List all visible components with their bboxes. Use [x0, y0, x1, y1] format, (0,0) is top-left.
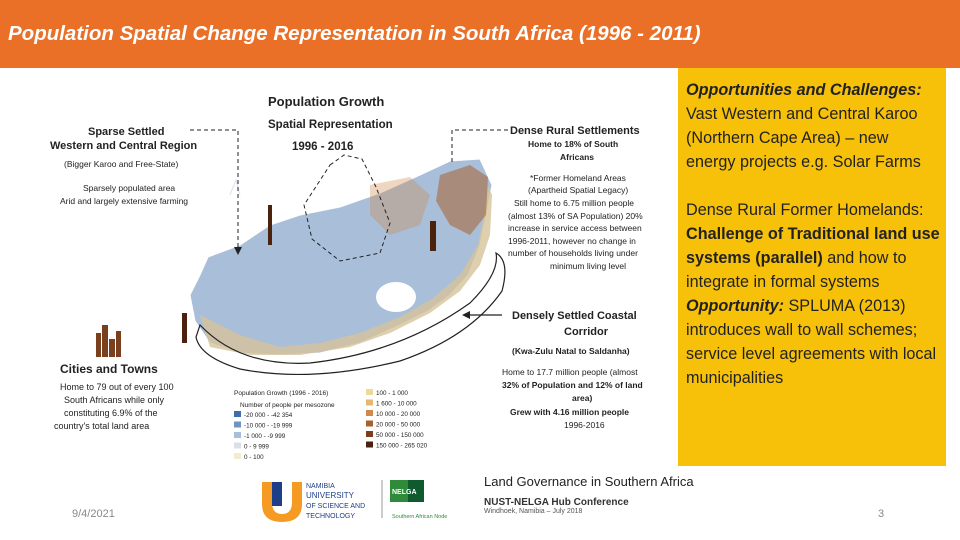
legend-title: Population Growth (1996 - 2016): [234, 390, 328, 397]
legend-label: 100 - 1 000: [376, 390, 408, 397]
nust-logo-icon: [262, 482, 302, 522]
coastal-body-3: Grew with 4.16 million people: [510, 407, 629, 417]
map-heading-1: Population Growth: [268, 94, 384, 109]
slide-title: Population Spatial Change Representation…: [8, 22, 701, 45]
coastal-body-1: 32% of Population and 12% of land: [502, 380, 643, 390]
conference-info: Land Governance in Southern Africa NUST-…: [484, 474, 694, 515]
legend-swatch: [366, 441, 373, 448]
conference-name: NUST-NELGA Hub Conference: [484, 497, 629, 508]
university-logos: NAMIBIA UNIVERSITY OF SCIENCE AND TECHNO…: [262, 480, 447, 522]
map-heading-3: 1996 - 2016: [292, 141, 353, 153]
title-bar: [0, 0, 960, 68]
dense-rural-body-6: number of households living under: [508, 248, 638, 258]
legend-swatch: [234, 453, 241, 459]
legend-subtitle: Number of people per mesozone: [240, 402, 335, 409]
cities-body-2: constituting 6.9% of the: [64, 408, 158, 418]
dense-rural-body-2: Still home to 6.75 million people: [514, 198, 634, 208]
callout-p2-d: Opportunity:: [686, 297, 785, 315]
nelga-logo-icon: [390, 480, 424, 502]
map-heading-2: Spatial Representation: [268, 119, 393, 131]
legend-label: 50 000 - 150 000: [376, 432, 424, 439]
dense-rural-body-5: 1996-2011, however no change in: [508, 236, 636, 246]
dense-rural-body-7: minimum living level: [550, 261, 626, 271]
nust-text-1: NAMIBIA: [306, 483, 335, 490]
conference-title: Land Governance in Southern Africa: [484, 474, 694, 489]
callout-p2-b: Challenge of Traditional land use system…: [686, 225, 940, 267]
legend-swatch: [366, 431, 373, 437]
dense-rural-sub-2: Africans: [560, 152, 594, 162]
dense-rural-body-1: (Apartheid Spatial Legacy): [528, 185, 628, 195]
nust-text-3: OF SCIENCE AND: [306, 503, 365, 510]
callout-paragraph-1: Opportunities and Challenges: Vast Weste…: [686, 78, 940, 174]
dense-rural-body-3: (almost 13% of SA Population) 20%: [508, 211, 643, 221]
legend-label: 1 600 - 10 000: [376, 401, 417, 408]
cities-body-0: Home to 79 out of every 100: [60, 382, 174, 392]
legend-label: -20 000 - -42 354: [244, 412, 293, 419]
sparse-body-1: Sparsely populated area: [83, 183, 175, 193]
legend-label: 20 000 - 50 000: [376, 422, 421, 429]
opportunities-callout: Opportunities and Challenges: Vast Weste…: [678, 68, 946, 466]
coastal-title-1: Densely Settled Coastal: [512, 310, 637, 322]
legend-swatch: [234, 411, 241, 417]
dense-rural-title: Dense Rural Settlements: [510, 125, 640, 137]
legend-swatch: [234, 442, 241, 449]
coastal-title-2: Corridor: [564, 326, 609, 338]
conference-location: Windhoek, Namibia – July 2018: [484, 508, 583, 515]
sparse-subtitle: (Bigger Karoo and Free-State): [64, 159, 179, 169]
cities-title: Cities and Towns: [60, 362, 158, 376]
legend-label: -10 000 - -19 999: [244, 423, 293, 430]
slide-number: 3: [878, 508, 885, 520]
callout-p1-text: Vast Western and Central Karoo (Northern…: [686, 105, 921, 171]
dense-rural-sub-1: Home to 18% of South: [528, 139, 618, 149]
nelga-sub: Southern African Node: [392, 514, 447, 520]
coastal-body-4: 1996-2016: [564, 420, 605, 430]
dense-rural-connector: [451, 129, 508, 165]
dense-rural-body-0: *Former Homeland Areas: [530, 173, 626, 183]
legend-label: 150 000 - 265 020: [376, 443, 428, 450]
legend-swatch: [234, 432, 241, 438]
nelga-text: NELGA: [392, 489, 417, 496]
dense-rural-body-4: increase in service access between: [508, 223, 642, 233]
cities-body-3: country's total land area: [54, 421, 149, 431]
cities-body-1: South Africans while only: [64, 395, 165, 405]
city-icon: [96, 325, 121, 357]
legend-swatch: [366, 420, 373, 427]
legend-swatch: [234, 421, 241, 428]
coastal-subtitle: (Kwa-Zulu Natal to Saldanha): [512, 346, 630, 356]
callout-paragraph-2: Dense Rural Former Homelands: Challenge …: [686, 198, 940, 390]
footer-date: 9/4/2021: [72, 508, 115, 520]
sparse-body-2: Arid and largely extensive farming: [60, 196, 188, 206]
legend-label: -1 000 - -9 999: [244, 433, 286, 440]
sparse-connector: [190, 129, 239, 253]
callout-p2-a: Dense Rural Former Homelands:: [686, 201, 924, 219]
legend-swatch: [366, 389, 373, 395]
legend-label: 10 000 - 20 000: [376, 411, 421, 418]
south-africa-map: [182, 154, 506, 376]
nust-text-4: TECHNOLOGY: [306, 513, 355, 520]
nust-text-2: UNIVERSITY: [306, 491, 355, 500]
sparse-title-1: Sparse Settled: [88, 126, 164, 138]
sparse-title-2: Western and Central Region: [50, 140, 197, 152]
coastal-body-0: Home to 17.7 million people (almost: [502, 367, 638, 377]
legend-label: 0 - 9 999: [244, 444, 269, 451]
map-legend: Population Growth (1996 - 2016) Number o…: [234, 389, 428, 461]
callout-p2-e: SPLUMA (2013) introduces wall to wall sc…: [686, 297, 937, 387]
population-map-figure: Population Growth Spatial Representation…: [50, 94, 643, 461]
legend-swatch: [366, 410, 373, 416]
legend-label: 0 - 100: [244, 454, 264, 461]
coastal-body-2: area): [572, 393, 592, 403]
callout-heading: Opportunities and Challenges:: [686, 81, 922, 99]
callout-p2-c: and how to integrate in formal systems: [686, 249, 907, 291]
legend-swatch: [366, 399, 373, 406]
